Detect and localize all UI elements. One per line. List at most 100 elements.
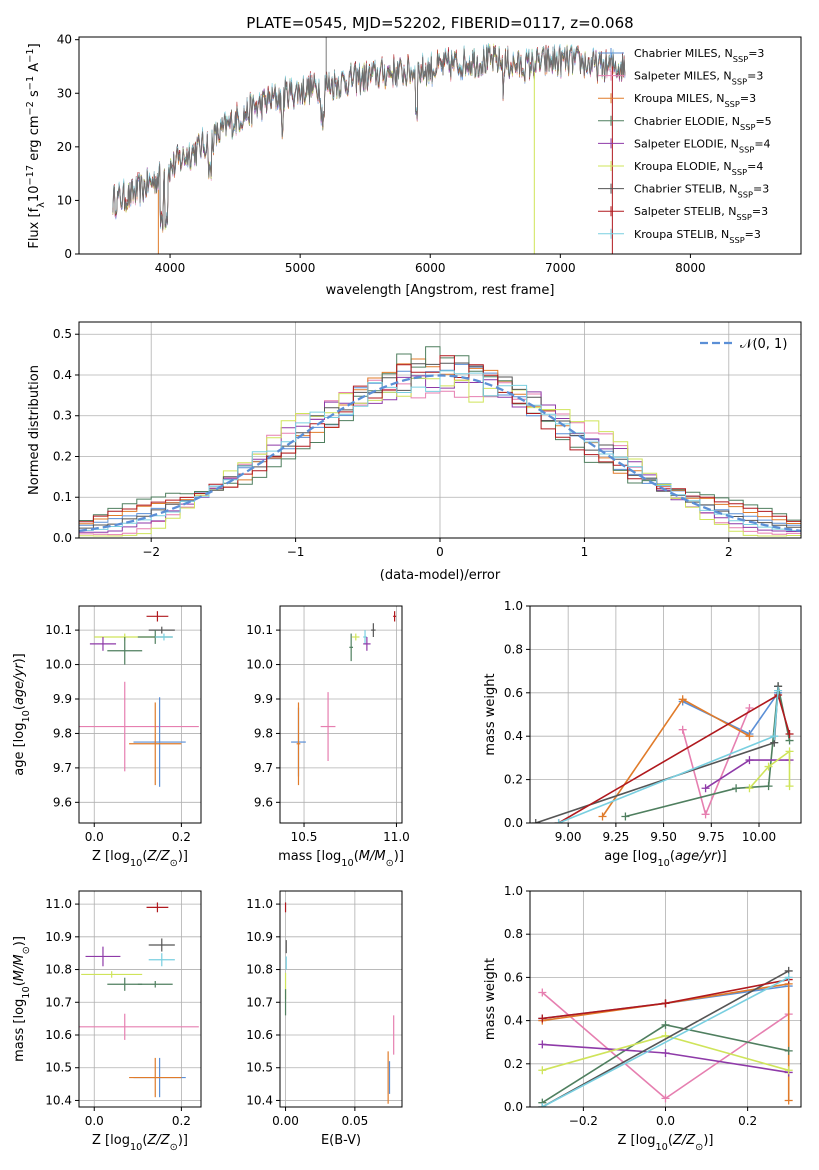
y-tick-label: 1.0 [504,599,523,613]
weight-line [541,976,790,1107]
y-tick-label: 10.8 [246,963,273,977]
weight-marker [785,782,794,791]
legend-label: 𝒩(0, 1) [740,337,787,352]
x-tick-label: 0.2 [172,1114,191,1128]
weight-marker [784,1066,793,1075]
weight-marker [732,784,741,793]
weight-marker [621,812,630,821]
y-tick-label: 0 [64,247,72,261]
weight-plot-area [538,966,793,1107]
scatter-plot-area [291,611,397,786]
y-tick-label: 9.8 [254,726,273,740]
histogram-plot-area [79,346,801,538]
legend-label: Salpeter STELIB, NSSP=3 [634,205,768,222]
weight-marker [538,1066,547,1075]
weight-marker [661,1049,670,1057]
y-tick-label: 0.8 [504,927,523,941]
spectrum-panel: 4000 5000 6000 7000 8000 0 10 20 30 40 wavelength … [25,33,802,298]
y-tick-label: 0.6 [504,686,523,700]
weight-marker [661,999,670,1008]
weight-marker [764,762,773,771]
weight-marker [598,812,607,821]
axes-frame [279,605,403,824]
x-tick-label: 0.05 [342,1114,369,1128]
y-tick-label: 0.5 [53,327,72,341]
x-axis-label: E(B-V) [321,1133,361,1148]
weight-marker [784,973,793,982]
x-tick-label: 0.2 [172,830,191,844]
y-tick-label: 0.0 [504,816,523,830]
y-tick-label: 10.8 [45,963,72,977]
weight-marker [531,819,540,823]
legend-label: Kroupa STELIB, NSSP=3 [634,228,761,245]
y-tick-label: 9.8 [53,726,72,740]
y-axis-label: mass weight [483,673,498,755]
y-tick-label: 0.2 [53,449,72,463]
mass-weight-vs-age-panel: 9.00 9.25 9.50 9.75 10.00 0.0 0.2 0.4 0.6 0.8 1.0 a… [483,599,802,869]
x-tick-label: 7000 [545,261,576,275]
weight-line [625,686,791,818]
y-tick-label: 10.6 [246,1028,273,1042]
weight-marker [785,747,794,756]
weight-marker [774,686,783,695]
y-tick-label: 0.3 [53,409,72,423]
weight-marker [701,784,710,793]
x-axis-label: Z [log10(Z/Z⊙)] [92,849,188,869]
x-tick-label: 9.00 [555,830,582,844]
y-tick-label: 0.2 [504,773,523,787]
y-tick-label: 9.6 [53,795,72,809]
y-axis-label: age [log10(age/yr)] [12,653,32,776]
axes-frame [529,605,802,824]
x-tick-label: 9.25 [603,830,630,844]
y-tick-label: 10.7 [45,995,72,1009]
y-tick-label: 10.4 [45,1093,72,1107]
weight-marker [701,810,710,819]
x-tick-label: 9.50 [650,830,677,844]
figure-title: PLATE=0545, MJD=52202, FIBERID=0117, z=0… [246,14,633,32]
histogram-step [79,355,801,538]
y-axis-label: mass [log10(M/M⊙)] [12,936,32,1062]
y-tick-label: 10.7 [246,995,273,1009]
weight-marker [538,1014,547,1023]
legend-label: Salpeter ELODIE, NSSP=4 [634,137,771,154]
spectrum-plot-area [112,37,626,254]
scatter-plot-area [79,902,199,1098]
weight-line [542,982,790,1101]
age-vs-mass-panel: 10.5 11.0 9.6 9.7 9.8 9.9 10.0 10.1 mass [log10(… [246,605,410,869]
weight-line [541,970,790,1107]
y-tick-label: 0.6 [504,970,523,984]
y-tick-label: 20 [57,140,72,154]
y-axis-label: mass weight [483,958,498,1040]
mass-vs-metallicity-panel: 0.0 0.2 10.4 10.5 10.6 10.7 10.8 10.9 11.0 Z [log… [12,890,202,1153]
x-axis-label: age [log10(age/yr)] [604,849,727,869]
weight-marker [538,988,547,997]
x-tick-label: 10.5 [291,830,318,844]
x-tick-label: 2 [725,545,733,559]
legend-label: Kroupa ELODIE, NSSP=4 [634,160,763,177]
y-tick-label: 0.2 [504,1057,523,1071]
y-tick-label: 9.6 [254,795,273,809]
x-tick-label: 0.0 [85,830,104,844]
y-tick-label: 11.0 [45,897,72,911]
y-tick-label: 9.9 [53,692,72,706]
y-tick-label: 9.9 [254,692,273,706]
x-tick-label: −1 [287,545,305,559]
scatter-plot-area [284,902,395,1104]
y-tick-label: 10.5 [246,1061,273,1075]
x-tick-label: 5000 [285,261,316,275]
y-tick-label: 10 [57,193,72,207]
weight-marker [745,784,754,793]
weight-marker [784,1096,793,1105]
weight-marker [538,1040,547,1049]
x-tick-label: −2 [142,545,160,559]
y-tick-label: 0.4 [504,1014,523,1028]
histogram-step [79,346,801,538]
y-tick-label: 10.5 [45,1061,72,1075]
weight-marker [745,703,754,712]
x-tick-label: 6000 [415,261,446,275]
y-tick-label: 10.9 [45,930,72,944]
weight-plot-area [531,682,794,823]
y-tick-label: 0.1 [53,490,72,504]
weight-marker [538,1103,547,1107]
